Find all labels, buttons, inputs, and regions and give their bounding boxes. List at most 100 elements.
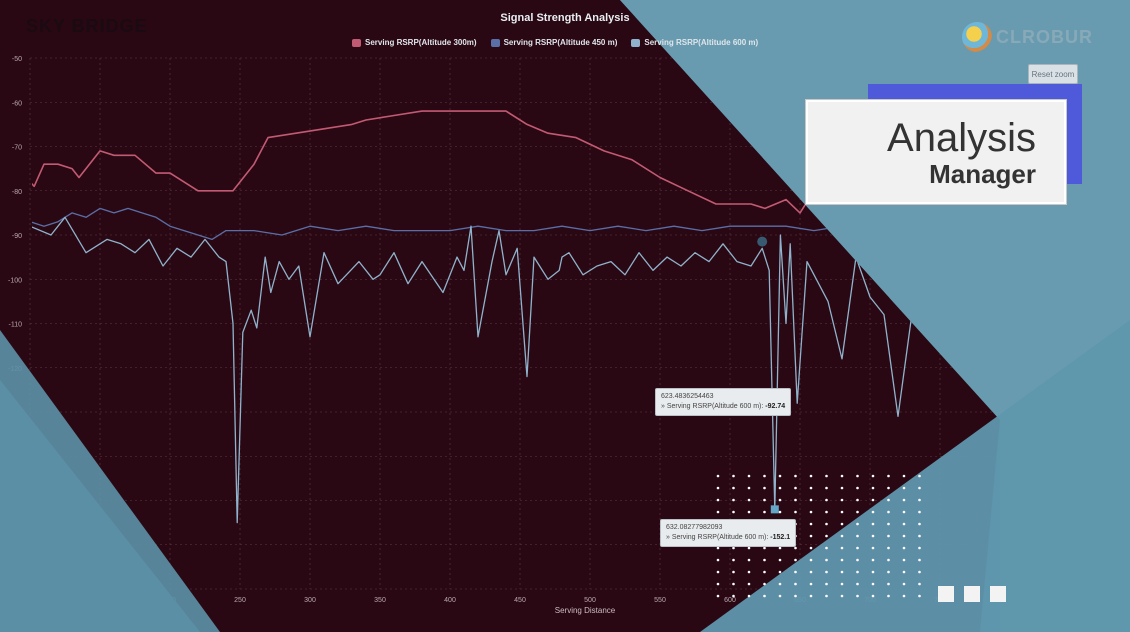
decor-dot — [778, 570, 782, 574]
decor-dot — [809, 498, 813, 502]
tooltip-1-value: -92.74 — [765, 403, 786, 410]
decor-dot — [732, 474, 735, 478]
decor-dot — [778, 582, 782, 586]
decor-dot — [778, 546, 782, 550]
decor-dot — [918, 570, 921, 574]
decor-dot — [840, 522, 844, 526]
decor-dot — [825, 582, 828, 586]
data-tooltip-1: 623.4836254463 » Serving RSRP(Altitude 6… — [655, 388, 792, 416]
y-tick-label: -100 — [8, 277, 22, 284]
decor-dot — [856, 546, 859, 550]
decor-dot — [856, 486, 859, 490]
hover-point-1[interactable] — [757, 236, 768, 247]
decor-dot — [716, 474, 720, 478]
decor-dot — [856, 498, 859, 502]
decor-dot — [794, 546, 797, 550]
decor-dot — [825, 474, 828, 478]
series-line-1[interactable] — [30, 207, 983, 241]
decor-dot — [887, 486, 890, 490]
decor-dot — [747, 474, 751, 478]
decor-dot — [747, 546, 751, 550]
decor-dot — [794, 558, 797, 562]
decor-dot — [763, 594, 766, 598]
decor-dot — [763, 498, 766, 502]
tooltip-2-row: » Serving RSRP(Altitude 600 m): -152.1 — [666, 533, 790, 543]
decor-dot — [902, 498, 906, 502]
decor-dot — [716, 546, 720, 550]
decor-dot — [856, 522, 859, 526]
legend-item-450[interactable]: Serving RSRP(Altitude 450 m) — [490, 38, 617, 47]
card-title-line2: Manager — [929, 159, 1036, 189]
decor-dot — [825, 486, 828, 490]
decor-dot — [918, 582, 921, 586]
decor-dot — [825, 498, 828, 502]
decor-dot — [794, 570, 797, 574]
brand-left-logo: SKY BRIDGE — [26, 16, 148, 36]
decor-dot — [794, 474, 797, 478]
x-tick-label: 250 — [234, 597, 246, 604]
decor-dot — [902, 558, 906, 562]
decor-dot — [809, 510, 813, 514]
hover-point-2[interactable] — [770, 505, 779, 514]
x-tick-label: 400 — [444, 597, 456, 604]
decor-dot — [871, 486, 875, 490]
x-axis-label: Serving Distance — [555, 606, 616, 615]
decor-dot — [918, 546, 921, 550]
decor-dot — [809, 558, 813, 562]
decor-dot — [732, 498, 735, 502]
decor-dot — [778, 474, 782, 478]
decor-dot — [716, 558, 720, 562]
decor-dot — [902, 534, 906, 538]
decor-dot — [825, 558, 828, 562]
decor-dot — [902, 570, 906, 574]
series-line-2[interactable] — [30, 216, 997, 524]
decor-dot — [809, 474, 813, 478]
decor-dot — [778, 594, 782, 598]
analysis-manager-card: Analysis Manager — [806, 100, 1066, 204]
reset-zoom-button[interactable]: Reset zoom — [1028, 64, 1078, 84]
y-tick-label: -110 — [9, 322, 23, 329]
decor-dot — [840, 474, 844, 478]
decor-dot — [856, 570, 859, 574]
decor-dot — [747, 582, 751, 586]
y-tick-label: -60 — [12, 100, 22, 107]
overlay-triangle-bottom — [700, 320, 1130, 632]
decor-dot — [794, 498, 797, 502]
decor-dot — [732, 582, 735, 586]
decor-dot — [732, 486, 735, 490]
decor-dot — [902, 510, 906, 514]
decor-dot — [732, 510, 735, 514]
decor-dot — [840, 510, 844, 514]
decor-dot — [825, 522, 828, 526]
decor-dot — [871, 546, 875, 550]
legend-item-300[interactable]: Serving RSRP(Altitude 300m) — [352, 38, 477, 47]
legend-swatch-600 — [631, 38, 641, 47]
decor-dot — [747, 594, 751, 598]
decor-dot — [902, 522, 906, 526]
decor-dot — [825, 534, 828, 538]
decor-dot — [716, 510, 720, 514]
decor-dot — [763, 474, 766, 478]
decor-dot — [763, 558, 766, 562]
x-tick-label: 350 — [374, 597, 386, 604]
x-tick-label: 500 — [584, 597, 596, 604]
tooltip-1-x: 623.4836254463 — [661, 393, 714, 400]
overlay-triangle-left — [0, 330, 220, 632]
decor-dot — [871, 558, 875, 562]
chart-legend[interactable]: Serving RSRP(Altitude 300m) Serving RSRP… — [352, 38, 758, 47]
decor-dot — [747, 510, 751, 514]
y-tick-label: -90 — [12, 233, 22, 240]
legend-item-600[interactable]: Serving RSRP(Altitude 600 m) — [631, 38, 758, 47]
decor-dot — [809, 546, 813, 550]
decor-dot — [887, 498, 890, 502]
decor-dot — [918, 522, 921, 526]
x-tick-label: 300 — [304, 597, 316, 604]
decor-dot — [902, 582, 906, 586]
decor-dot — [871, 534, 875, 538]
decor-dot — [716, 498, 720, 502]
decor-dot — [763, 570, 766, 574]
decor-dot — [778, 498, 782, 502]
decor-dot — [871, 510, 875, 514]
decor-dot — [732, 594, 735, 598]
decor-dot — [902, 486, 906, 490]
